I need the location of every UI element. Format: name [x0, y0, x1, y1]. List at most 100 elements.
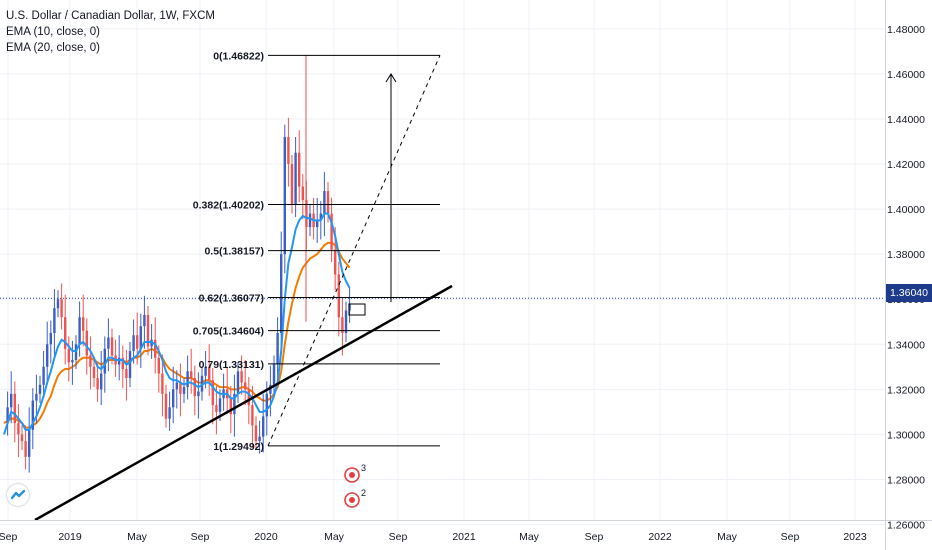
candle-body — [179, 382, 182, 394]
chart-grid — [0, 0, 885, 526]
fib-level-label: 0.382(1.40202) — [193, 200, 264, 212]
candle-body — [103, 348, 106, 374]
candle-body — [161, 373, 164, 394]
candle-body — [92, 366, 96, 379]
candle-body — [326, 191, 330, 214]
candle-body — [341, 317, 344, 333]
x-tick-label: 2019 — [58, 531, 82, 543]
candle-body — [164, 393, 168, 419]
x-tick-label: Sep — [781, 531, 800, 543]
event-flag-dot — [349, 497, 355, 503]
candle-body — [236, 371, 240, 394]
candle-body — [71, 360, 74, 363]
ema10-line — [3, 212, 351, 435]
candle-body — [254, 425, 258, 442]
x-tick-label: 2022 — [648, 531, 672, 543]
y-tick-label: 1.46000 — [887, 69, 925, 81]
marker-box — [348, 303, 366, 316]
candle-body — [31, 400, 34, 430]
candle-body — [143, 314, 146, 327]
projection-dashed-line — [267, 55, 441, 447]
candle-body — [287, 136, 290, 165]
x-tick-label: Sep — [191, 531, 210, 543]
candle-body — [107, 337, 110, 349]
candle-body — [280, 254, 283, 333]
candle-body — [186, 371, 189, 388]
ema10-legend: EMA (10, close, 0) — [6, 26, 100, 38]
candle-body — [49, 332, 52, 345]
x-tick-label: May — [127, 531, 148, 543]
candle-body — [262, 416, 265, 437]
symbol-title: U.S. Dollar / Canadian Dollar, 1W, FXCM — [6, 10, 215, 22]
fib-level-label: 0.62(1.36077) — [199, 292, 264, 304]
candle-body — [215, 405, 218, 412]
x-tick-label: 2023 — [843, 531, 867, 543]
candle-body — [344, 310, 348, 333]
candle-body — [157, 357, 160, 374]
x-tick-label: Sep — [389, 531, 408, 543]
candle-body — [218, 398, 222, 412]
candle-body — [20, 434, 24, 442]
candle-body — [38, 384, 42, 394]
candle-body — [265, 393, 268, 417]
candle-body — [154, 339, 157, 358]
x-tick-label: May — [324, 531, 345, 543]
candle-body — [6, 407, 9, 424]
event-flag-dot — [349, 472, 355, 478]
ema20-legend: EMA (20, close, 0) — [6, 42, 100, 54]
y-tick-label: 1.38000 — [887, 249, 925, 261]
candle-body — [168, 407, 171, 419]
candle-body — [290, 164, 294, 205]
candle-body — [85, 330, 88, 356]
candle-body — [301, 186, 304, 201]
candle-body — [172, 389, 175, 408]
fib-level-label: 1(1.29492) — [213, 441, 264, 453]
y-tick-label: 1.48000 — [887, 24, 925, 36]
candle-body — [175, 382, 178, 390]
y-tick-label: 1.40000 — [887, 204, 925, 216]
candle-body — [233, 393, 236, 415]
candle-body — [244, 382, 247, 390]
candle-body — [53, 308, 56, 333]
candle-body — [146, 314, 150, 347]
candle-series — [6, 55, 351, 473]
y-tick-label: 1.30000 — [887, 429, 925, 441]
candle-body — [182, 387, 186, 394]
candle-body — [100, 373, 103, 390]
x-tick-label: Sep — [585, 531, 604, 543]
candle-body — [128, 351, 132, 379]
candle-body — [211, 380, 214, 406]
fib-level-label: 0.5(1.38157) — [204, 246, 264, 258]
x-tick-label: May — [519, 531, 540, 543]
y-tick-label: 1.42000 — [887, 159, 925, 171]
candle-body — [132, 335, 135, 352]
candle-body — [298, 152, 301, 187]
last-price-tag: 1.36040 — [886, 284, 932, 302]
candle-body — [229, 398, 232, 415]
candle-body — [89, 355, 92, 367]
candle-body — [35, 393, 38, 401]
candle-body — [125, 369, 128, 379]
x-tick-label: 2021 — [452, 531, 476, 543]
candle-body — [10, 393, 13, 408]
candle-body — [67, 348, 70, 363]
candle-body — [276, 332, 279, 365]
candle-body — [139, 326, 142, 349]
tradingview-logo-icon[interactable] — [7, 484, 29, 506]
candle-body — [110, 337, 114, 356]
candle-body — [330, 213, 333, 250]
candle-body — [64, 317, 67, 349]
candle-body — [74, 344, 78, 361]
candle-body — [337, 274, 340, 318]
drawing-tools — [0, 55, 885, 522]
event-count: 3 — [361, 463, 366, 473]
candle-body — [247, 389, 250, 406]
candle-body — [348, 303, 351, 311]
candle-body — [316, 220, 319, 228]
candle-body — [193, 378, 196, 397]
y-tick-label: 1.26000 — [887, 520, 925, 532]
trend-line — [34, 284, 453, 522]
x-tick-label: 2020 — [254, 531, 278, 543]
candle-body — [251, 405, 254, 426]
